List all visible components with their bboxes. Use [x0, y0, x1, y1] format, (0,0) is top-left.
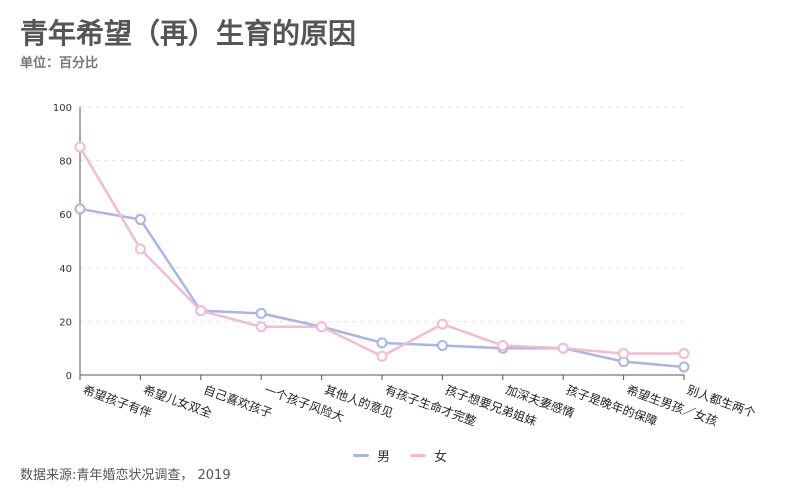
chart-subtitle: 单位：百分比 [20, 56, 99, 71]
series-1-point-9 [618, 348, 630, 360]
series-0-point-10 [678, 361, 690, 373]
y-tick-label-1: 20 [59, 317, 72, 328]
series-1-point-8 [557, 342, 569, 354]
series-0-point-5 [376, 337, 388, 349]
series-1-point-5 [376, 350, 388, 362]
series-0-point-6 [436, 340, 448, 352]
legend-swatch-male [352, 454, 369, 457]
series-1-point-6 [436, 318, 448, 330]
x-tick-label-1: 希望儿女双全 [141, 382, 214, 421]
legend-item-male[interactable]: 男 [352, 446, 390, 465]
y-tick-label-5: 100 [53, 103, 72, 114]
legend-item-female[interactable]: 女 [410, 446, 447, 465]
legend-label-female: 女 [434, 450, 448, 465]
legend: 男 女 [0, 446, 800, 465]
series-1-point-4 [316, 321, 328, 333]
legend-swatch-female [410, 454, 426, 457]
x-tick-label-2: 自己喜欢孩子 [202, 382, 275, 421]
series-1-point-10 [678, 348, 690, 360]
legend-label-male: 男 [376, 450, 390, 465]
series-1-point-1 [134, 243, 146, 255]
series-1-point-7 [497, 340, 509, 352]
series-line-1 [78, 146, 684, 358]
y-tick-label-0: 0 [66, 371, 72, 382]
chart-title: 青年希望（再）生育的原因 [20, 17, 357, 50]
series-1-point-0 [74, 141, 86, 153]
x-tick-label-0: 希望孩子有伴 [81, 382, 154, 421]
series-0-point-1 [134, 214, 146, 226]
series-0-point-0 [74, 203, 86, 215]
y-tick-label-3: 60 [59, 210, 72, 221]
data-source: 数据来源:青年婚恋状况调查， 2019 [20, 468, 231, 483]
y-tick-label-4: 80 [59, 157, 72, 168]
series-1-point-2 [195, 305, 207, 317]
y-tick-label-2: 40 [59, 264, 72, 275]
series-0-point-3 [255, 307, 267, 319]
series-1-point-3 [255, 321, 267, 333]
